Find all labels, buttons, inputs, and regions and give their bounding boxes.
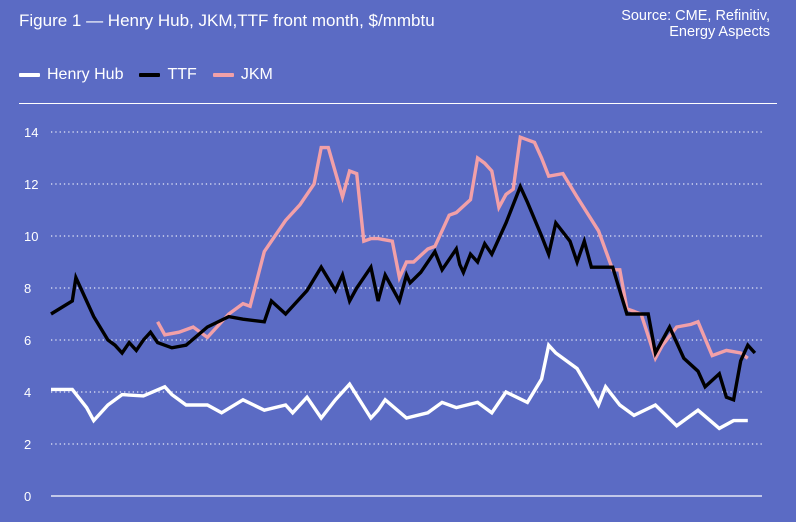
y-tick-label-14: 14 [24,125,38,140]
legend-label-henry-hub: Henry Hub [47,66,124,83]
y-tick-label-6: 6 [24,333,31,348]
legend-label-jkm: JKM [240,66,273,83]
legend: Henry Hub TTF JKM [19,66,289,84]
chart-title: Figure 1 — Henry Hub, JKM,TTF front mont… [19,11,435,30]
legend-item-jkm: JKM [212,66,273,84]
source-line-1: Source: CME, Refinitiv, [621,8,770,24]
legend-item-ttf: TTF [139,66,197,84]
y-tick-label-8: 8 [24,281,31,296]
series-line-henry-hub [51,341,748,431]
y-tick-label-4: 4 [24,385,31,400]
y-tick-label-2: 2 [24,437,31,452]
y-tick-label-0: 0 [24,489,31,504]
y-tick-label-10: 10 [24,229,38,244]
source-line-2: Energy Aspects [669,24,770,40]
legend-label-ttf: TTF [167,66,197,83]
legend-swatch-ttf [139,73,161,77]
series-line-jkm [156,134,749,363]
header-divider [19,103,777,104]
legend-swatch-jkm [212,73,234,77]
legend-item-henry-hub: Henry Hub [19,66,123,84]
y-tick-label-12: 12 [24,177,38,192]
legend-swatch-henry-hub [19,73,40,77]
series-line-ttf [50,182,757,403]
source-note: Source: CME, Refinitiv, Energy Aspects [621,8,770,40]
